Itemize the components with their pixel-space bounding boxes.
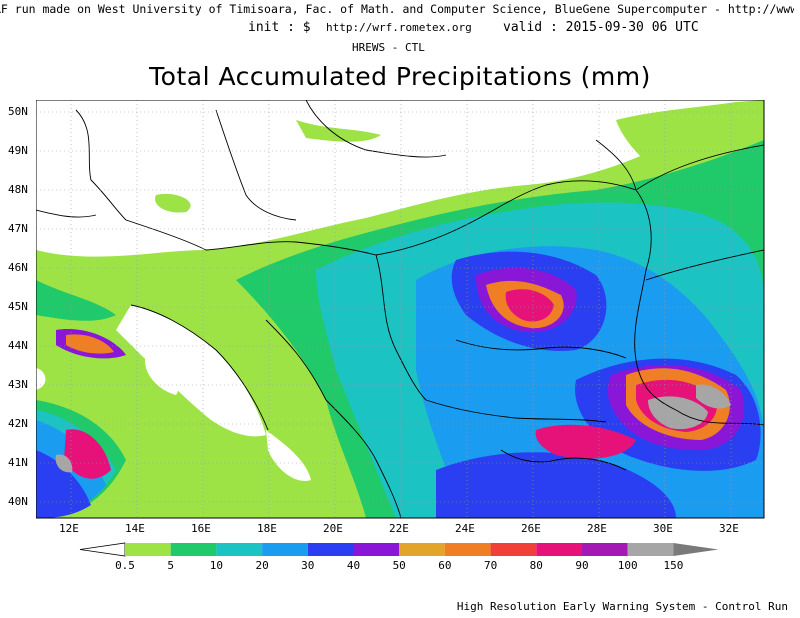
lat-label: 41N	[8, 456, 28, 469]
dry-areas	[36, 305, 311, 481]
legend-label: 5	[167, 559, 174, 572]
legend-swatch	[627, 543, 674, 556]
lon-label: 22E	[389, 522, 409, 535]
legend-swatch	[490, 543, 537, 556]
legend-label: 30	[301, 559, 314, 572]
lon-label: 12E	[59, 522, 79, 535]
legend-swatch	[125, 543, 171, 556]
lat-label: 42N	[8, 417, 28, 430]
lon-label: 18E	[257, 522, 277, 535]
lat-label: 49N	[8, 144, 28, 157]
lat-label: 50N	[8, 105, 28, 118]
legend-swatch	[353, 543, 400, 556]
legend-swatch	[216, 543, 263, 556]
map-frame	[36, 100, 765, 519]
map-title: Total Accumulated Precipitations (mm)	[149, 62, 651, 91]
legend-label: 40	[347, 559, 360, 572]
legend-arrow-high	[673, 543, 719, 556]
legend-label: 50	[393, 559, 406, 572]
legend-swatch	[307, 543, 354, 556]
precipitation-legend: 0.5 5 10 20 30 40 50 60 70 80 90 100 150	[79, 542, 719, 572]
lon-label: 20E	[323, 522, 343, 535]
lat-label: 44N	[8, 339, 28, 352]
lat-label: 46N	[8, 261, 28, 274]
precip-gray-area	[55, 384, 731, 473]
legend-label: 100	[618, 559, 638, 572]
lat-label: 48N	[8, 183, 28, 196]
lon-label: 24E	[455, 522, 475, 535]
lat-label: 43N	[8, 378, 28, 391]
legend-arrow-low	[79, 542, 126, 557]
valid-time: valid : 2015-09-30 06 UTC	[503, 20, 699, 35]
model-credit: RF run made on West University of Timiso…	[0, 2, 794, 16]
legend-swatch	[262, 543, 308, 556]
legend-swatch	[444, 543, 491, 556]
legend-swatch	[582, 543, 628, 556]
footer-caption: High Resolution Early Warning System - C…	[456, 600, 788, 613]
legend-swatch	[399, 543, 445, 556]
source-url[interactable]: http://wrf.rometex.org	[326, 21, 472, 34]
legend-swatch	[170, 543, 217, 556]
legend-label: 150	[663, 559, 683, 572]
lon-label: 32E	[719, 522, 739, 535]
legend-label: 10	[210, 559, 223, 572]
borders	[36, 100, 764, 518]
lon-label: 14E	[125, 522, 145, 535]
lon-label: 30E	[653, 522, 673, 535]
lat-label: 47N	[8, 222, 28, 235]
lat-label: 45N	[8, 300, 28, 313]
lat-label: 40N	[8, 495, 28, 508]
legend-label: 0.5	[115, 559, 135, 572]
legend-label: 90	[575, 559, 588, 572]
legend-swatch	[536, 543, 582, 556]
legend-label: 20	[255, 559, 268, 572]
model-name: HREWS - CTL	[352, 41, 425, 54]
legend-label: 60	[438, 559, 451, 572]
lon-label: 26E	[521, 522, 541, 535]
precipitation-map	[36, 100, 765, 519]
legend-label: 70	[484, 559, 497, 572]
lon-label: 28E	[587, 522, 607, 535]
lon-label: 16E	[191, 522, 211, 535]
lat-lon-grid	[36, 100, 764, 518]
legend-label: 80	[530, 559, 543, 572]
init-time: init : $	[248, 20, 311, 35]
